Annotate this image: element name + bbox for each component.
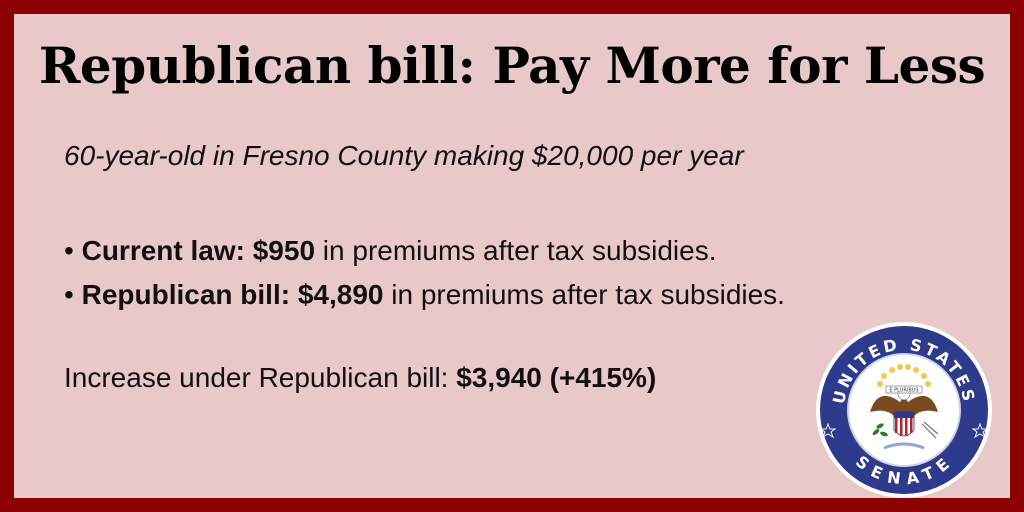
bullet-bold-text: Republican bill: $4,890 bbox=[81, 279, 384, 310]
increase-label: Increase under Republican bill: bbox=[64, 362, 457, 393]
seal-motto: E PLURIBUS bbox=[889, 388, 918, 394]
bullet-bold-text: Current law: $950 bbox=[81, 235, 316, 266]
bullet-marker: • bbox=[64, 235, 82, 266]
increase-value: $3,940 (+415%) bbox=[456, 362, 657, 393]
increase-line: Increase under Republican bill: $3,940 (… bbox=[64, 362, 656, 394]
senate-seal-icon: UNITED STATES SENATE E PLURIBUS bbox=[816, 322, 992, 498]
bullet-list: • Current law: $950 in premiums after ta… bbox=[64, 229, 785, 317]
bullet-republican-bill: • Republican bill: $4,890 in premiums af… bbox=[64, 273, 785, 317]
bullet-current-law: • Current law: $950 in premiums after ta… bbox=[64, 229, 785, 273]
bullet-rest-text: in premiums after tax subsidies. bbox=[315, 235, 717, 266]
subtitle: 60-year-old in Fresno County making $20,… bbox=[64, 140, 744, 171]
bullet-rest-text: in premiums after tax subsidies. bbox=[383, 279, 785, 310]
page-title: Republican bill: Pay More for Less bbox=[38, 36, 986, 95]
bullet-marker: • bbox=[64, 279, 82, 310]
info-card: Republican bill: Pay More for Less 60-ye… bbox=[14, 14, 1010, 498]
